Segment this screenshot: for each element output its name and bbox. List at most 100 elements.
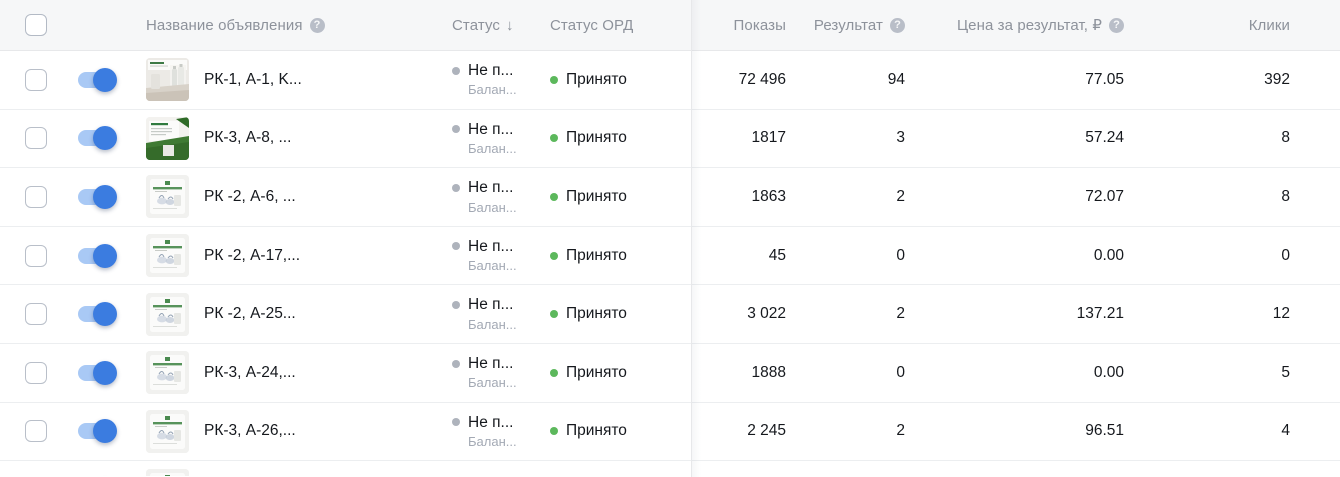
ad-name-label: РК-3, A-8, ... [204,129,292,147]
ad-status-sublabel: Балан... [468,316,517,332]
table-row[interactable]: РК-3, A-26,... Не п... Балан... Принято 2 24… [0,402,1340,462]
ad-enabled-toggle[interactable] [78,126,117,151]
sort-descending-icon[interactable]: ↓ [506,16,514,34]
ad-thumbnail [146,409,189,453]
ord-status-cell: Принято [550,110,680,168]
ord-status-cell: Принято [550,227,680,285]
column-header-name[interactable]: Название объявления ? [146,0,325,50]
shows-cell: 45 [768,246,786,264]
ad-enabled-toggle[interactable] [78,184,117,209]
row-checkbox[interactable] [25,361,47,384]
clicks-cell: 4 [1281,422,1290,440]
price-per-result-cell: 57.24 [1085,129,1124,147]
ad-status-label: Не п... [468,354,514,372]
ad-enabled-toggle[interactable] [78,67,117,92]
row-select-cell[interactable] [25,227,51,285]
table-row[interactable] [0,461,1340,477]
row-toggle-cell[interactable] [78,285,128,343]
ord-status-cell: Принято [550,344,680,402]
status-dot-icon [452,359,460,368]
clicks-cell: 5 [1281,363,1290,381]
toggle-knob [93,67,117,92]
row-toggle-cell[interactable] [78,461,128,476]
column-header-clicks[interactable]: Клики [1170,0,1290,50]
ad-thumbnail [146,292,189,336]
column-header-status[interactable]: Статус ↓ [452,0,514,50]
table-row[interactable]: РК-3, A-24,... Не п... Балан... Принято 1888… [0,343,1340,403]
ad-name-cell[interactable]: РК -2, A-6, ... [146,168,446,226]
ord-status-label: Принято [566,305,627,323]
table-row[interactable]: РК-1, A-1, K... Не п... Балан... Принято 72 … [0,51,1340,110]
ad-name-cell[interactable]: РК -2, A-17,... [146,227,446,285]
toggle-knob [93,184,117,209]
shows-cell: 1888 [751,363,786,381]
ord-status-dot-icon [550,134,558,143]
row-checkbox[interactable] [25,127,47,150]
clicks-cell: 0 [1281,246,1290,264]
row-toggle-cell[interactable] [78,227,128,285]
row-select-cell[interactable] [25,168,51,226]
column-header-price-label: Цена за результат, ₽ [956,17,1102,34]
row-select-cell[interactable] [25,110,51,168]
select-all-cell[interactable] [25,0,51,50]
row-select-cell[interactable] [25,285,51,343]
ad-name-cell[interactable] [146,461,446,477]
ad-status-label: Не п... [468,179,514,197]
ad-status-cell: Не п... Балан... [452,227,542,285]
table-row[interactable]: РК -2, A-25... Не п... Балан... Принято 3 02… [0,285,1340,344]
ad-enabled-toggle[interactable] [78,360,117,385]
ad-name-label: РК -2, A-6, ... [204,187,296,205]
column-header-ord[interactable]: Статус ОРД [550,0,633,50]
row-select-cell[interactable] [25,51,51,109]
ad-status-sublabel: Балан... [468,433,517,449]
ad-name-cell[interactable]: РК-1, A-1, K... [146,51,446,109]
row-select-cell[interactable] [25,461,51,476]
row-toggle-cell[interactable] [78,403,128,461]
table-row[interactable]: РК -2, A-17,... Не п... Балан... Принято 45 0… [0,226,1340,286]
column-header-ord-label: Статус ОРД [550,16,634,34]
ad-name-cell[interactable]: РК-3, A-26,... [146,403,446,461]
ad-status-label: Не п... [468,61,514,79]
row-select-cell[interactable] [25,403,51,461]
ad-name-cell[interactable]: РК -2, A-25... [146,285,446,343]
row-checkbox[interactable] [25,185,47,208]
price-per-result-cell: 137.21 [1076,305,1124,323]
shows-cell: 1817 [751,129,786,147]
table-row[interactable]: РК-3, A-8, ... Не п... Балан... Принято 1817… [0,109,1340,169]
row-checkbox[interactable] [25,420,47,443]
row-toggle-cell[interactable] [78,110,128,168]
row-toggle-cell[interactable] [78,168,128,226]
select-all-checkbox[interactable] [25,14,47,36]
help-icon[interactable]: ? [309,17,325,33]
shows-cell: 3 022 [747,305,786,323]
clicks-cell: 392 [1264,70,1290,88]
result-cell: 2 [896,305,905,323]
column-header-clicks-label: Клики [1248,16,1290,34]
price-per-result-cell: 72.07 [1085,187,1124,205]
toggle-knob [93,302,117,327]
help-icon[interactable]: ? [1109,17,1124,33]
row-checkbox[interactable] [25,68,47,91]
row-checkbox[interactable] [25,303,47,326]
ad-enabled-toggle[interactable] [78,419,117,444]
table-row[interactable]: РК -2, A-6, ... Не п... Балан... Принято 186… [0,168,1340,227]
row-checkbox[interactable] [25,244,47,267]
row-select-cell[interactable] [25,344,51,402]
ord-status-dot-icon [550,427,558,436]
ad-status-sublabel: Балан... [468,258,517,274]
result-cell: 3 [896,129,905,147]
status-dot-icon [452,183,460,192]
ad-enabled-toggle[interactable] [78,243,117,268]
column-header-result[interactable]: Результат ? [806,0,905,50]
ad-name-cell[interactable]: РК-3, A-24,... [146,344,446,402]
ad-name-cell[interactable]: РК-3, A-8, ... [146,110,446,168]
column-header-price[interactable]: Цена за результат, ₽ ? [930,0,1124,50]
help-icon[interactable]: ? [890,17,905,33]
column-header-shows[interactable]: Показы [706,0,786,50]
ord-status-label: Принято [566,129,627,147]
column-header-shows-label: Показы [733,16,786,34]
ad-enabled-toggle[interactable] [78,302,117,327]
row-toggle-cell[interactable] [78,51,128,109]
row-toggle-cell[interactable] [78,344,128,402]
